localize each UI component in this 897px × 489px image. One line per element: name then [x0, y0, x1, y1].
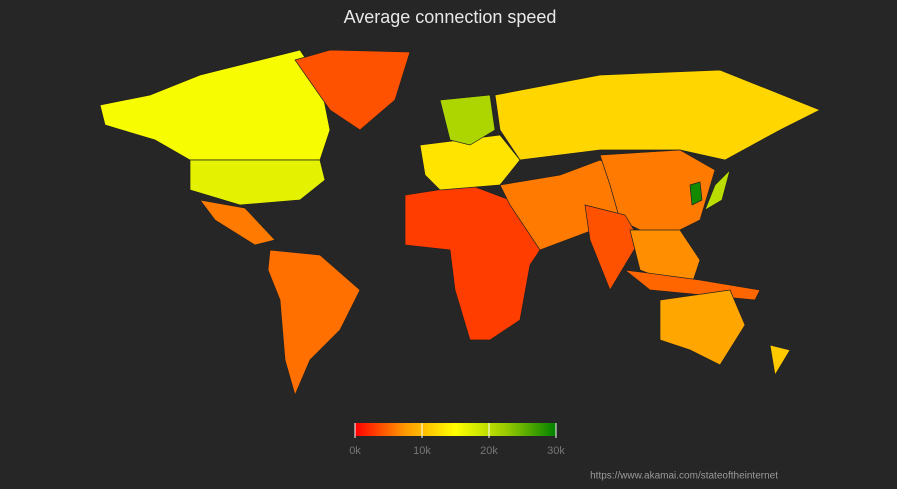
region	[294, 49, 411, 131]
region	[404, 184, 541, 341]
source: https://www.akamai.com/stateoftheinterne…	[590, 471, 778, 482]
map	[99, 49, 821, 397]
tick-label: 20k	[480, 445, 498, 457]
region	[189, 159, 326, 206]
tick-label: 10k	[413, 445, 431, 457]
region	[769, 344, 791, 376]
region	[439, 94, 496, 146]
tick-label: 30k	[547, 445, 565, 457]
chart-title: Average connection speed	[344, 7, 557, 27]
region	[99, 49, 331, 161]
color-bar	[355, 423, 556, 436]
region	[629, 229, 701, 291]
region	[267, 249, 361, 397]
region	[659, 289, 746, 366]
tick-label: 0k	[349, 445, 361, 457]
region	[494, 69, 821, 161]
region	[584, 204, 641, 291]
region	[199, 199, 276, 246]
region	[704, 168, 731, 211]
region	[689, 181, 703, 206]
